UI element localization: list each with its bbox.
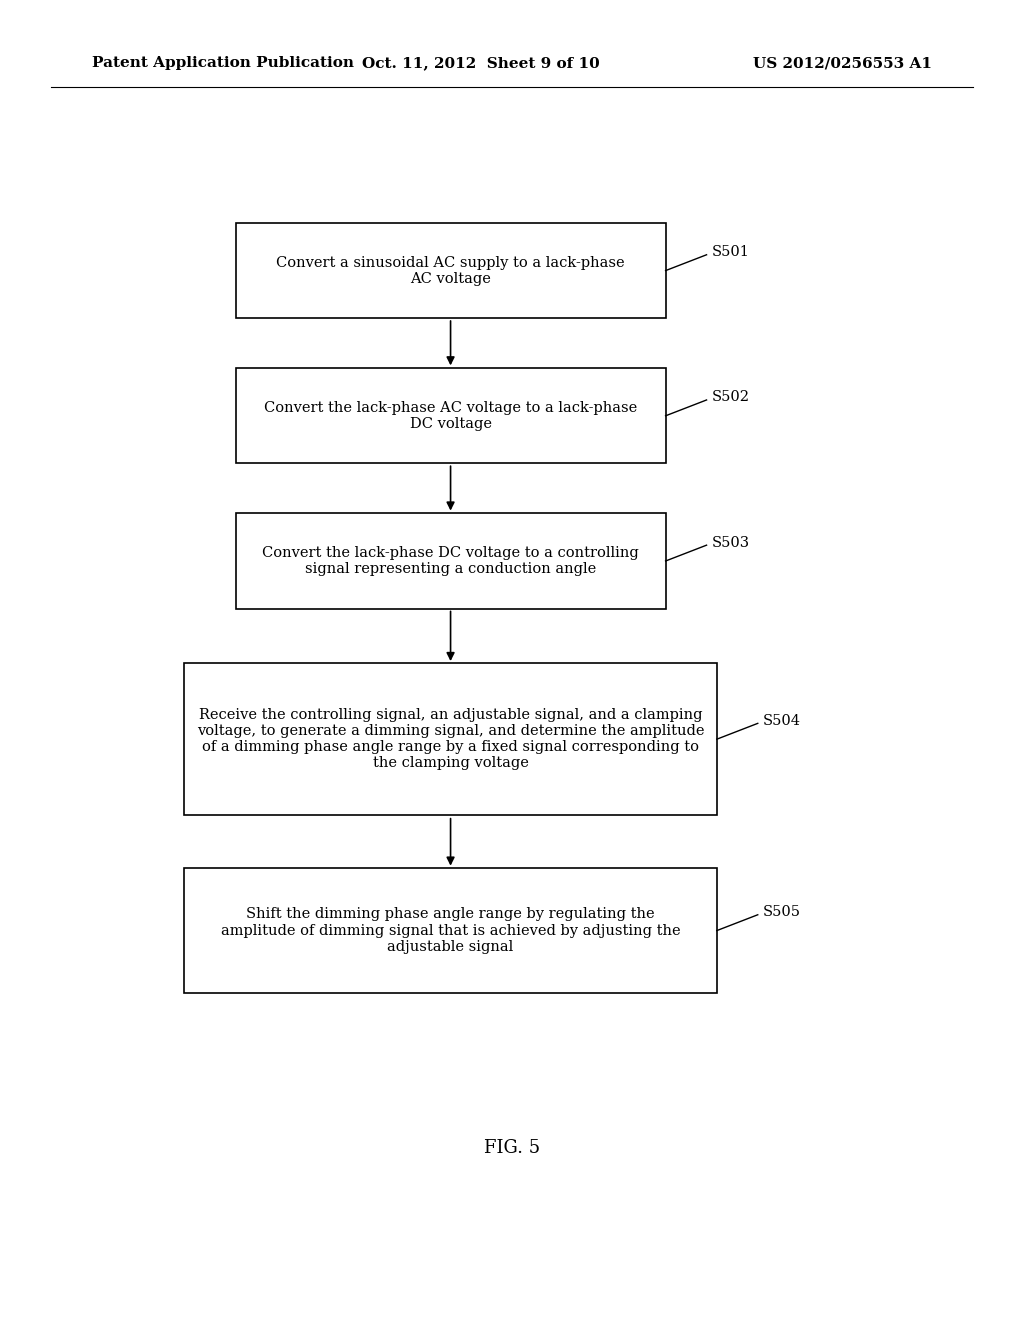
Text: Shift the dimming phase angle range by regulating the
amplitude of dimming signa: Shift the dimming phase angle range by r… — [221, 907, 680, 954]
Text: Receive the controlling signal, an adjustable signal, and a clamping
voltage, to: Receive the controlling signal, an adjus… — [197, 708, 705, 771]
Text: Oct. 11, 2012  Sheet 9 of 10: Oct. 11, 2012 Sheet 9 of 10 — [362, 57, 600, 70]
Text: S505: S505 — [763, 906, 801, 919]
Text: S504: S504 — [763, 714, 801, 727]
Text: Convert the lack-phase AC voltage to a lack-phase
DC voltage: Convert the lack-phase AC voltage to a l… — [264, 401, 637, 430]
Text: Patent Application Publication: Patent Application Publication — [92, 57, 354, 70]
FancyBboxPatch shape — [184, 663, 717, 814]
FancyBboxPatch shape — [236, 368, 666, 463]
FancyBboxPatch shape — [236, 223, 666, 318]
Text: S501: S501 — [712, 246, 750, 259]
Text: Convert a sinusoidal AC supply to a lack-phase
AC voltage: Convert a sinusoidal AC supply to a lack… — [276, 256, 625, 285]
Text: FIG. 5: FIG. 5 — [484, 1139, 540, 1158]
Text: Convert the lack-phase DC voltage to a controlling
signal representing a conduct: Convert the lack-phase DC voltage to a c… — [262, 546, 639, 576]
Text: US 2012/0256553 A1: US 2012/0256553 A1 — [753, 57, 932, 70]
FancyBboxPatch shape — [236, 513, 666, 609]
Text: S502: S502 — [712, 391, 750, 404]
FancyBboxPatch shape — [184, 869, 717, 993]
Text: S503: S503 — [712, 536, 750, 549]
